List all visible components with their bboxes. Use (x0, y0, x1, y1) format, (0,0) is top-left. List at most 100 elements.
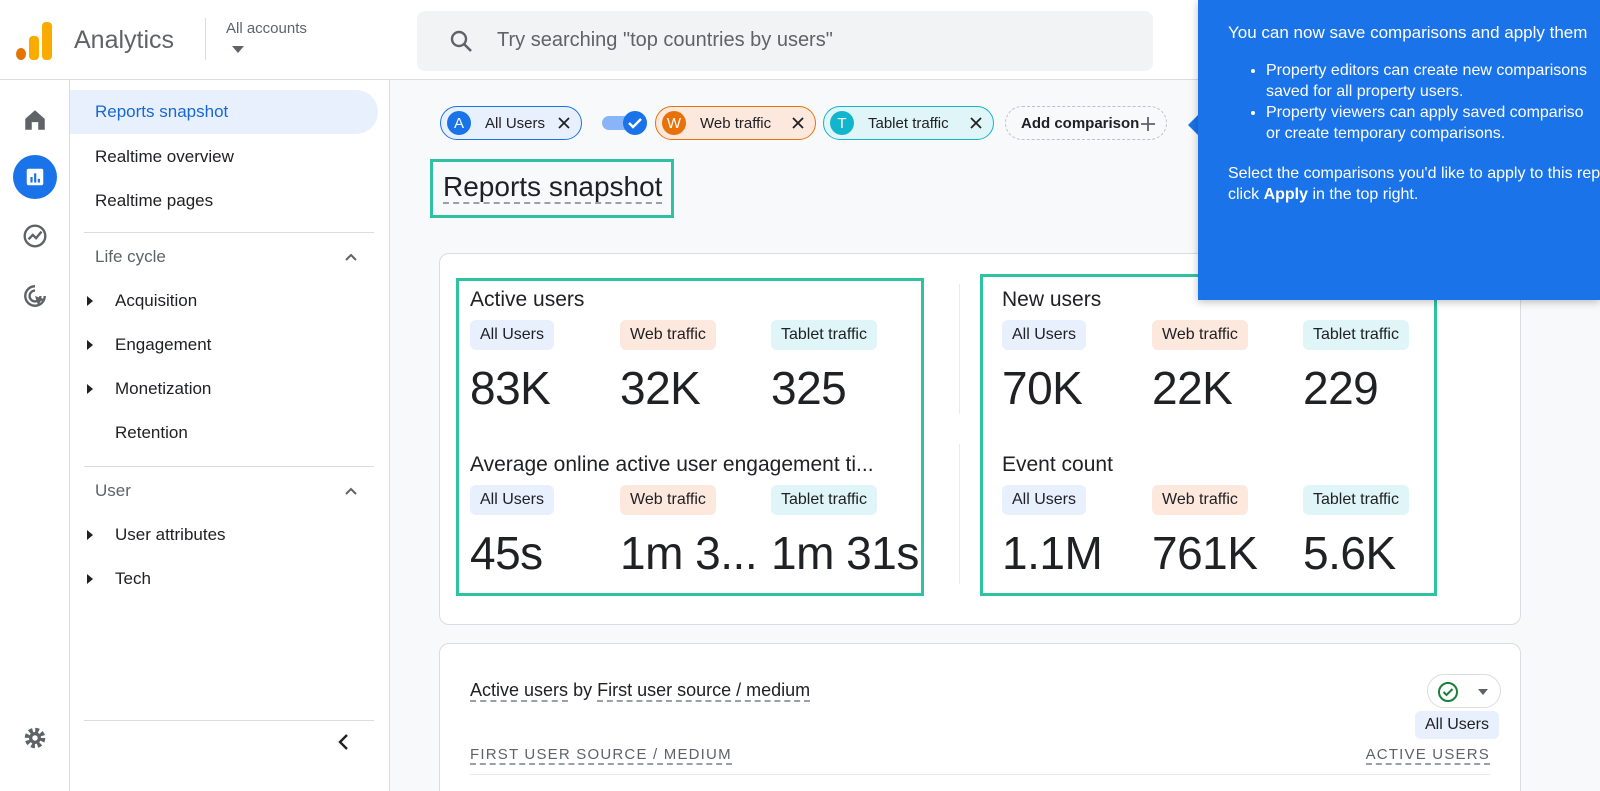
popup-bullet-line: or create temporary comparisons. (1266, 125, 1506, 142)
search-input[interactable]: Try searching "top countries by users" (497, 29, 833, 51)
nav-item-tech[interactable]: Tech (70, 557, 378, 601)
column-header-source-medium[interactable]: FIRST USER SOURCE / MEDIUM (470, 746, 732, 765)
popup-list: Property editors can create new comparis… (1246, 60, 1587, 144)
settings-gear-icon[interactable] (17, 720, 53, 756)
metric-value: 22K (1152, 362, 1233, 414)
close-icon[interactable] (557, 116, 571, 130)
nav-item-monetization[interactable]: Monetization (70, 367, 378, 411)
nav-item-label: User attributes (115, 525, 226, 544)
metric-value: 45s (470, 527, 543, 579)
table-dimension-selector[interactable]: First user source / medium (597, 680, 811, 702)
metric-value: 32K (620, 362, 701, 414)
analytics-logo-icon[interactable] (16, 22, 52, 60)
advertising-icon[interactable] (17, 278, 53, 314)
nav-item-engagement[interactable]: Engagement (70, 323, 378, 367)
chevron-up-icon[interactable] (344, 484, 358, 498)
metric-value: 229 (1303, 362, 1379, 414)
home-icon[interactable] (17, 102, 53, 138)
left-rail (0, 80, 70, 791)
reports-icon[interactable] (13, 155, 57, 199)
comparison-avatar: W (662, 111, 686, 135)
chevron-up-icon[interactable] (344, 250, 358, 264)
comparison-chip-tablet-traffic[interactable]: T Tablet traffic (823, 106, 994, 140)
metric-value: 1m 31s (771, 527, 919, 579)
popup-bullet-line: Property viewers can apply saved compari… (1266, 104, 1584, 121)
metric-value: 5.6K (1303, 527, 1396, 579)
metric-title: Average online active user engagement ti… (470, 453, 874, 476)
account-selector[interactable]: All accounts (226, 20, 307, 37)
segment-pill: Web traffic (620, 485, 716, 515)
divider (205, 18, 206, 60)
popup-instruction: Select the comparisons you'd like to app… (1228, 165, 1600, 182)
popup-arrow (1188, 115, 1198, 135)
compare-filter-button[interactable] (1427, 674, 1501, 708)
segment-pill: Tablet traffic (771, 485, 877, 515)
table-card: Active users by First user source / medi… (439, 643, 1521, 791)
divider (959, 284, 960, 414)
page-title: Reports snapshot (443, 171, 663, 204)
comparison-toggle[interactable] (602, 110, 648, 136)
nav-item-reports-snapshot[interactable]: Reports snapshot (70, 90, 378, 134)
nav-item-label: Engagement (115, 335, 212, 354)
metrics-highlight-right (980, 274, 1437, 596)
table-title: Active users by First user source / medi… (470, 680, 811, 702)
nav-section-user[interactable]: User (95, 481, 131, 500)
expand-arrow-icon (87, 574, 93, 584)
segment-pill: Web traffic (1152, 320, 1248, 350)
popup-apply-text: Apply (1263, 186, 1309, 203)
popup-bullet-line: saved for all property users. (1266, 83, 1464, 100)
metric-value: 1m 3... (620, 527, 758, 579)
nav-divider (84, 232, 374, 233)
nav-item-retention[interactable]: Retention (70, 411, 378, 455)
metric-value: 83K (470, 362, 551, 414)
nav-item-acquisition[interactable]: Acquisition (70, 279, 378, 323)
explore-icon[interactable] (17, 218, 53, 254)
close-icon[interactable] (791, 116, 805, 130)
segment-pill: All Users (1002, 320, 1087, 350)
nav-divider (84, 466, 374, 467)
nav-item-label: Retention (115, 423, 188, 442)
popup-text: in the top right. (1308, 186, 1419, 203)
caret-down-icon (1478, 689, 1488, 695)
nav-panel: Reports snapshot Realtime overview Realt… (70, 80, 390, 791)
metric-active-users[interactable]: Active users All Users Web traffic Table… (470, 288, 920, 438)
nav-item-realtime-overview[interactable]: Realtime overview (95, 147, 234, 166)
segment-pill: Tablet traffic (771, 320, 877, 350)
page-title-highlight: Reports snapshot (430, 159, 674, 218)
search-bar[interactable]: Try searching "top countries by users" (417, 11, 1153, 71)
nav-item-label: Monetization (115, 379, 212, 398)
comparison-avatar: A (447, 111, 471, 135)
segment-pill: Web traffic (620, 320, 716, 350)
metric-average-engagement-time[interactable]: Average online active user engagement ti… (470, 453, 920, 603)
caret-down-icon[interactable] (232, 46, 244, 53)
add-comparison-button[interactable]: Add comparison (1005, 106, 1167, 140)
popup-text: click (1228, 186, 1264, 203)
table-metric-selector[interactable]: Active users (470, 680, 569, 702)
table-title-by: by (573, 680, 593, 700)
expand-arrow-icon (87, 340, 93, 350)
comparison-chip-all-users[interactable]: A All Users (440, 106, 582, 140)
comparison-label: All Users (485, 114, 546, 132)
metric-event-count[interactable]: Event count All Users Web traffic Tablet… (1002, 453, 1452, 603)
segment-pill: All Users (470, 485, 555, 515)
check-circle-icon (1438, 682, 1458, 702)
metric-value: 325 (771, 362, 847, 414)
comparisons-info-popup: You can now save comparisons and apply t… (1198, 0, 1600, 300)
metric-value: 1.1M (1002, 527, 1103, 579)
metric-value: 70K (1002, 362, 1083, 414)
nav-divider (84, 720, 374, 721)
metric-value: 761K (1152, 527, 1258, 579)
comparison-chip-web-traffic[interactable]: W Web traffic (655, 106, 816, 140)
chevron-left-icon[interactable] (334, 732, 354, 752)
nav-item-realtime-pages[interactable]: Realtime pages (95, 191, 214, 210)
metric-title: New users (1002, 288, 1102, 311)
metric-new-users[interactable]: New users All Users Web traffic Tablet t… (1002, 288, 1452, 438)
segment-pill: Tablet traffic (1303, 485, 1409, 515)
comparison-label: Web traffic (700, 114, 772, 132)
column-header-active-users[interactable]: ACTIVE USERS (1365, 746, 1490, 765)
nav-section-life-cycle[interactable]: Life cycle (95, 247, 166, 266)
close-icon[interactable] (969, 116, 983, 130)
segment-pill: All Users (1002, 485, 1087, 515)
add-comparison-label: Add comparison (1021, 114, 1140, 132)
nav-item-user-attributes[interactable]: User attributes (70, 513, 378, 557)
